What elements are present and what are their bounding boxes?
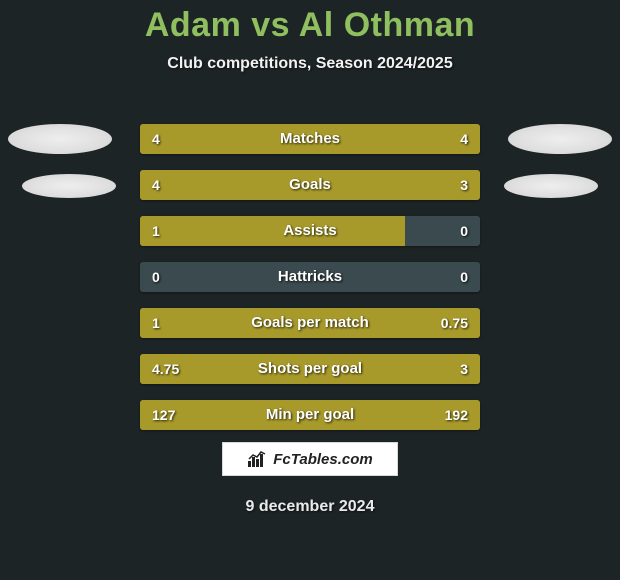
date-label: 9 december 2024 [0, 498, 620, 516]
stat-row: 127192Min per goal [140, 400, 480, 430]
stat-label: Matches [140, 124, 480, 154]
player-right-shadow-2 [504, 174, 598, 198]
fctables-logo: FcTables.com [222, 442, 398, 476]
stats-rows: 44Matches 43Goals 10Assists 00Hattricks 10.7… [140, 124, 480, 446]
player-left-shadow-1 [8, 124, 112, 154]
stat-label: Goals per match [140, 308, 480, 338]
stat-row: 44Matches [140, 124, 480, 154]
stat-row: 10Assists [140, 216, 480, 246]
stat-label: Assists [140, 216, 480, 246]
player-left-shadow-2 [22, 174, 116, 198]
stat-label: Shots per goal [140, 354, 480, 384]
stat-row: 10.75Goals per match [140, 308, 480, 338]
player-right-shadow-1 [508, 124, 612, 154]
subtitle: Club competitions, Season 2024/2025 [0, 55, 620, 73]
stat-row: 43Goals [140, 170, 480, 200]
stat-row: 4.753Shots per goal [140, 354, 480, 384]
stat-label: Goals [140, 170, 480, 200]
fctables-logo-text: FcTables.com [273, 451, 372, 468]
stat-label: Min per goal [140, 400, 480, 430]
fctables-icon [247, 450, 269, 468]
stat-label: Hattricks [140, 262, 480, 292]
stat-row: 00Hattricks [140, 262, 480, 292]
page-title: Adam vs Al Othman [0, 0, 620, 45]
